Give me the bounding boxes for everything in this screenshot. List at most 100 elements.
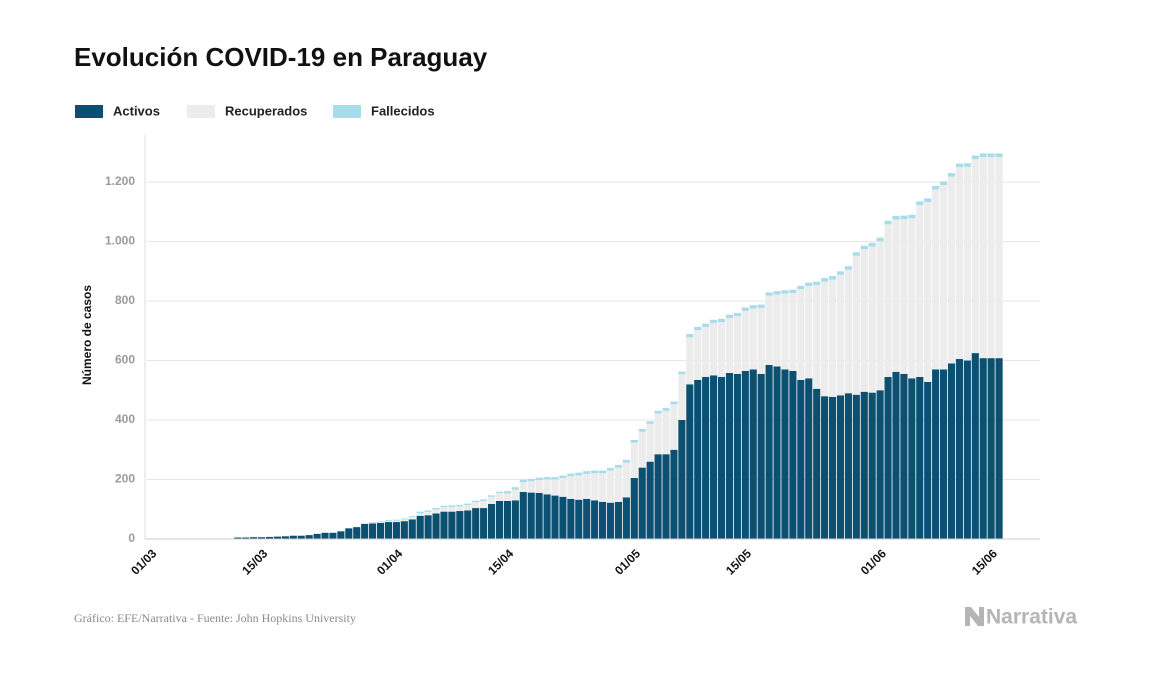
bar-segment	[583, 498, 591, 539]
bar-segment	[987, 153, 995, 158]
bar-segment	[480, 499, 488, 501]
bar-segment	[789, 292, 797, 371]
bar-segment	[575, 475, 583, 500]
bar-segment	[884, 220, 892, 225]
bar-segment	[583, 471, 591, 474]
bar-segment	[702, 326, 710, 377]
bar-segment	[591, 473, 599, 501]
bar-segment	[416, 515, 424, 539]
bar-segment	[416, 511, 424, 514]
bar-segment	[710, 375, 718, 539]
bar-segment	[432, 513, 440, 539]
bar-segment	[884, 376, 892, 539]
bar-segment	[527, 478, 535, 482]
bar-segment	[487, 503, 496, 539]
y-tick-label: 1.000	[105, 234, 135, 248]
bar-segment	[630, 442, 638, 479]
bar-segment	[900, 219, 908, 374]
bar-segment	[456, 504, 464, 507]
bar-segment	[575, 472, 583, 476]
bar-segment	[979, 157, 987, 359]
bar-segment	[678, 371, 686, 375]
bar-segment	[527, 492, 535, 539]
bar-segment	[694, 379, 702, 539]
bar-segment	[281, 536, 289, 539]
bar-segment	[297, 535, 305, 539]
bar-segment	[884, 224, 892, 377]
bar-segment	[892, 215, 900, 220]
bar-segment	[947, 173, 956, 177]
bar-segment	[813, 281, 821, 285]
bar-segment	[717, 322, 726, 377]
bar-segment	[781, 293, 789, 370]
bar-segment	[987, 358, 995, 539]
bar-segment	[408, 519, 416, 539]
bar-segment	[250, 537, 258, 539]
bar-segment	[821, 278, 829, 282]
bar-segment	[392, 519, 400, 521]
y-tick-label: 1.200	[105, 174, 135, 188]
bar-segment	[511, 489, 519, 501]
bar-segment	[940, 369, 948, 539]
bar-segment	[947, 363, 956, 539]
bar-segment	[940, 181, 948, 185]
bar-segment	[511, 487, 519, 490]
brand-icon	[965, 607, 984, 626]
bar-segment	[932, 185, 940, 190]
bar-segment	[487, 495, 496, 497]
bar-segment	[868, 392, 876, 539]
bar-segment	[662, 408, 670, 411]
bar-segment	[234, 537, 242, 539]
bar-segment	[892, 371, 900, 539]
bar-segment	[908, 378, 916, 539]
bar-segment	[559, 496, 567, 539]
bar-segment	[559, 475, 567, 479]
bar-segment	[773, 294, 781, 367]
bar-segment	[638, 431, 646, 468]
bar-segment	[924, 381, 932, 539]
bar-segment	[924, 201, 932, 382]
bar-segment	[932, 369, 940, 539]
x-tick-label: 15/06	[969, 546, 1000, 577]
bar-segment	[868, 246, 876, 393]
bar-segment	[908, 218, 916, 379]
bar-segment	[622, 497, 630, 539]
bar-segment	[955, 163, 963, 168]
bar-segment	[757, 307, 765, 374]
bar-segment	[638, 428, 646, 432]
bar-segment	[836, 271, 845, 275]
bar-segment	[345, 528, 353, 539]
bar-segment	[694, 330, 702, 380]
x-tick-label: 01/05	[612, 546, 643, 577]
bar-segment	[384, 520, 393, 523]
bar-segment	[622, 462, 630, 498]
bar-segment	[289, 535, 297, 539]
bar-segment	[646, 461, 654, 539]
y-tick-label: 400	[115, 412, 135, 426]
bar-segment	[860, 245, 868, 250]
bar-segment	[376, 521, 385, 523]
bar-segment	[987, 157, 995, 359]
bar-segment	[979, 358, 987, 539]
bar-segment	[876, 241, 884, 391]
bar-segment	[868, 243, 876, 247]
bar-segment	[472, 508, 480, 539]
bar-segment	[480, 508, 488, 539]
bar-segment	[424, 511, 432, 516]
y-tick-label: 600	[115, 353, 135, 367]
bar-segment	[448, 511, 456, 539]
bar-segment	[805, 378, 813, 539]
bar-segment	[416, 513, 424, 516]
bar-segment	[424, 510, 432, 512]
bar-segment	[741, 310, 749, 371]
bar-segment	[797, 379, 805, 539]
bar-segment	[789, 289, 797, 293]
bar-segment	[908, 214, 916, 219]
bar-segment	[749, 308, 757, 370]
bar-segment	[725, 317, 734, 374]
bar-segment	[900, 373, 908, 539]
bar-segment	[924, 198, 932, 202]
bar-segment	[456, 511, 464, 539]
y-tick-label: 800	[115, 293, 135, 307]
